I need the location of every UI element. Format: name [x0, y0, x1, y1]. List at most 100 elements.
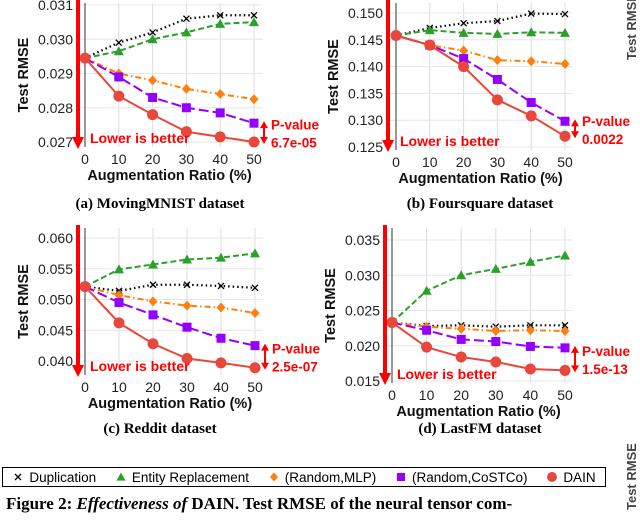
circle-marker [249, 362, 261, 374]
circle-marker [524, 363, 536, 375]
x-marker [460, 19, 468, 27]
triangle-marker-icon [116, 472, 126, 481]
triangle-marker [113, 46, 124, 56]
y-tick-label: 0.029 [38, 66, 73, 82]
triangle-marker [424, 25, 435, 35]
up-arrow-icon [571, 345, 579, 353]
figure-caption-italic: Effectiveness of [76, 494, 188, 513]
series-line-1 [395, 29, 566, 37]
pvalue-value: 0.0022 [582, 132, 623, 147]
series-line-1 [84, 21, 255, 60]
y-tick-label: 0.025 [345, 303, 380, 319]
y-tick-label: 0.125 [348, 139, 383, 155]
square-marker [250, 341, 260, 351]
square-marker [491, 337, 501, 347]
x-tick-label: 20 [456, 154, 472, 170]
x-tick-label: 0 [388, 387, 396, 403]
x-tick-label: 50 [557, 387, 573, 403]
x-tick-label: 10 [419, 387, 435, 403]
circle-marker [547, 472, 558, 482]
circle-marker [386, 316, 398, 328]
pvalue-value: 2.5e-07 [272, 360, 318, 375]
x-axis-label: Augmentation Ratio (%) [398, 171, 562, 187]
diamond-marker [215, 89, 225, 100]
y-tick-label: 0.055 [38, 261, 73, 277]
circle-marker [113, 317, 125, 329]
triangle-marker [116, 472, 126, 481]
down-arrow-icon [72, 137, 84, 149]
series-line-3 [84, 57, 255, 125]
diamond-marker [216, 302, 226, 313]
legend-item: (Random,MLP) [268, 469, 377, 485]
circle-marker [113, 90, 125, 102]
square-marker [459, 54, 469, 64]
x-marker [182, 15, 190, 23]
x-tick-label: 0 [81, 151, 89, 167]
up-arrow-icon [260, 121, 268, 129]
pvalue-label: P-value [271, 118, 320, 133]
chart-reddit: 0.040 0.045 0.050 0.055 0.060 0 10 20 30 40 50 Augm… [0, 225, 320, 450]
down-arrow-icon [379, 373, 391, 385]
chart-caption: (b) Foursquare dataset [406, 196, 554, 212]
diamond-marker [560, 325, 570, 336]
annotation-lower-is-better: Lower is better [397, 366, 497, 382]
y-axis-label: Test RMSE [16, 264, 32, 339]
diamond-marker [456, 323, 466, 334]
down-arrow-icon [261, 362, 269, 370]
diamond-marker [269, 472, 278, 482]
x-tick-label: 40 [212, 151, 228, 167]
series-line-2 [391, 321, 566, 332]
circle-marker [458, 61, 470, 73]
down-arrow-icon [571, 131, 579, 139]
legend-label: (Random,MLP) [284, 469, 377, 485]
series-line-0 [84, 14, 254, 60]
annotation-lower-is-better: Lower is better [90, 130, 190, 146]
legend-label: DAIN [563, 469, 596, 485]
up-arrow-icon [261, 343, 269, 351]
diamond-marker [148, 75, 158, 86]
legend-item: (Random,CoSTCo) [395, 470, 528, 485]
y-tick-label: 0.140 [348, 59, 383, 75]
diamond-marker [459, 45, 469, 56]
y-tick-label: 0.030 [345, 267, 380, 283]
series-line-1 [391, 254, 566, 324]
pvalue-label: P-value [582, 344, 631, 359]
square-marker [182, 322, 192, 332]
triangle-marker [525, 256, 536, 266]
triangle-marker [148, 259, 158, 269]
x-marker [527, 10, 535, 17]
legend-item: DAIN [546, 469, 596, 485]
legend-item: Entity Replacement [115, 470, 249, 485]
circle-marker [559, 364, 571, 376]
triangle-marker [560, 250, 570, 260]
x-tick-label: 0 [392, 154, 400, 170]
circle-marker [215, 357, 227, 369]
x-marker [149, 28, 157, 36]
series-line-1 [84, 252, 256, 288]
square-marker [114, 72, 124, 82]
circle-marker [248, 136, 260, 148]
circle-marker [490, 356, 502, 368]
square-marker [181, 103, 191, 113]
legend-item: Duplication [12, 470, 96, 485]
square-marker [215, 108, 225, 118]
legend-label: (Random,CoSTCo) [412, 469, 528, 485]
cropped-axis-label: Test RMSE [624, 0, 639, 60]
triangle-marker [182, 254, 192, 264]
series-line-3 [391, 321, 566, 349]
x-axis-label: Augmentation Ratio (%) [396, 404, 560, 420]
figure-caption-text: DAIN. Test RMSE of the neural tensor com… [191, 494, 513, 513]
x-tick-label: 10 [111, 151, 127, 167]
chart-caption: (c) Reddit dataset [103, 421, 217, 437]
x-marker [251, 284, 259, 292]
diamond-marker [491, 325, 501, 336]
figure-caption: Figure 2: Effectiveness of DAIN. Test RM… [6, 494, 512, 514]
y-axis-label: Test RMSE [326, 39, 342, 114]
figure-label: Figure 2: [6, 494, 73, 513]
circle-marker [455, 351, 467, 363]
x-marker [115, 39, 123, 47]
y-axis-label: Test RMSE [323, 268, 339, 343]
series-line-2 [84, 57, 255, 101]
triangle-marker [250, 248, 260, 258]
triangle-marker [560, 27, 570, 37]
